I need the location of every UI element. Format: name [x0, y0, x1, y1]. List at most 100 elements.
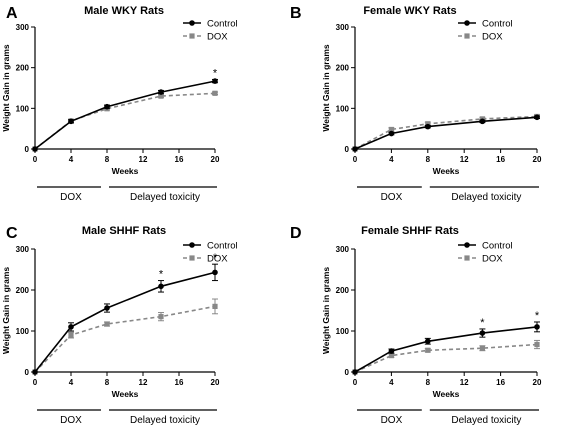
- data-point: [534, 324, 540, 330]
- data-point: [158, 89, 164, 95]
- series-line: [354, 343, 538, 373]
- phase-label-delayed: Delayed toxicity: [451, 192, 521, 203]
- x-tick-label: 20: [533, 378, 542, 387]
- phase-label-delayed: Delayed toxicity: [451, 415, 521, 426]
- data-point: [425, 121, 431, 127]
- x-tick-label: 20: [211, 155, 220, 164]
- x-tick-label: 0: [33, 155, 38, 164]
- data-point: [158, 93, 164, 99]
- y-axis-label: Weight Gain in grams: [1, 267, 11, 354]
- x-tick-label: 12: [139, 378, 148, 387]
- phase-label-dox: DOX: [60, 415, 82, 426]
- y-axis-label: Weight Gain in grams: [321, 267, 331, 354]
- series-control: [352, 321, 540, 375]
- chart-title: Female WKY Rats: [363, 5, 456, 17]
- x-axis-label: Weeks: [112, 166, 139, 176]
- significance-marker: *: [213, 67, 218, 79]
- series-control: [352, 114, 540, 152]
- phase-label-delayed: Delayed toxicity: [130, 415, 200, 426]
- y-tick-label: 200: [336, 286, 350, 295]
- legend: Control DOX: [458, 19, 513, 43]
- x-tick-label: 4: [69, 155, 74, 164]
- x-tick-label: 8: [426, 378, 431, 387]
- legend-marker: [464, 20, 470, 26]
- x-tick-label: 4: [389, 155, 394, 164]
- series-dox: [32, 90, 218, 152]
- x-tick-label: 0: [33, 378, 38, 387]
- data-point: [479, 118, 486, 125]
- data-point: [158, 283, 164, 290]
- legend-label: DOX: [207, 254, 228, 265]
- series-line: [354, 116, 538, 150]
- legend-marker: [464, 242, 470, 248]
- significance-marker: *: [535, 310, 540, 322]
- chart-title: Male WKY Rats: [84, 5, 164, 17]
- legend-marker: [464, 33, 470, 39]
- x-tick-label: 8: [105, 155, 110, 164]
- legend: Control DOX: [458, 241, 513, 265]
- series-line: [34, 80, 216, 150]
- panel-letter: C: [6, 225, 18, 242]
- data-point: [388, 348, 395, 354]
- data-point: [352, 146, 358, 152]
- phase-label-dox: DOX: [381, 192, 403, 203]
- x-tick-label: 12: [460, 378, 469, 387]
- legend-label: Control: [207, 241, 238, 252]
- data-point: [479, 330, 486, 336]
- x-tick-label: 16: [175, 155, 184, 164]
- legend: Control DOX: [183, 241, 238, 265]
- legend-label: DOX: [482, 32, 503, 43]
- x-tick-label: 8: [105, 378, 110, 387]
- legend-marker: [189, 242, 195, 248]
- data-point: [425, 347, 431, 353]
- y-tick-label: 300: [16, 245, 30, 254]
- y-tick-label: 0: [345, 145, 350, 154]
- data-point: [534, 114, 540, 121]
- y-tick-label: 200: [336, 64, 350, 73]
- x-tick-label: 20: [211, 378, 220, 387]
- y-tick-label: 0: [25, 368, 30, 377]
- data-point: [425, 123, 431, 130]
- x-tick-label: 12: [460, 155, 469, 164]
- y-tick-label: 0: [345, 368, 350, 377]
- x-tick-label: 16: [496, 155, 505, 164]
- data-point: [104, 305, 110, 311]
- x-tick-label: 8: [426, 155, 431, 164]
- data-point: [534, 341, 540, 348]
- legend-label: Control: [482, 241, 513, 252]
- data-point: [352, 369, 358, 375]
- legend-label: DOX: [482, 254, 503, 265]
- data-point: [158, 314, 164, 320]
- series-line: [34, 305, 216, 373]
- legend-label: Control: [482, 19, 513, 30]
- data-point: [104, 103, 110, 110]
- data-point: [68, 118, 74, 125]
- panel-letter: A: [6, 5, 18, 22]
- x-tick-label: 12: [139, 155, 148, 164]
- panel-letter: D: [290, 225, 302, 242]
- legend-marker: [464, 255, 470, 261]
- data-point: [479, 345, 485, 351]
- y-axis-label: Weight Gain in grams: [321, 44, 331, 131]
- series-control: [32, 263, 218, 375]
- data-point: [68, 332, 74, 338]
- series-dox: [32, 298, 218, 375]
- legend-label: Control: [207, 19, 238, 30]
- data-point: [68, 324, 74, 330]
- data-point: [32, 369, 38, 375]
- chart-panel-a: A Male WKY Rats 0 100 200 300 0 4 8 12 16 20 Weeks We…: [1, 5, 238, 203]
- data-point: [212, 78, 218, 84]
- x-tick-label: 4: [69, 378, 74, 387]
- legend-label: DOX: [207, 32, 228, 43]
- legend-marker: [189, 255, 195, 261]
- phase-label-dox: DOX: [381, 415, 403, 426]
- significance-marker: *: [213, 252, 218, 264]
- significance-marker: *: [159, 269, 164, 281]
- y-tick-label: 200: [16, 286, 30, 295]
- y-tick-label: 100: [16, 327, 30, 336]
- x-axis-label: Weeks: [433, 166, 460, 176]
- data-point: [212, 90, 218, 96]
- chart-title: Male SHHF Rats: [82, 225, 166, 237]
- significance-marker: *: [480, 317, 485, 329]
